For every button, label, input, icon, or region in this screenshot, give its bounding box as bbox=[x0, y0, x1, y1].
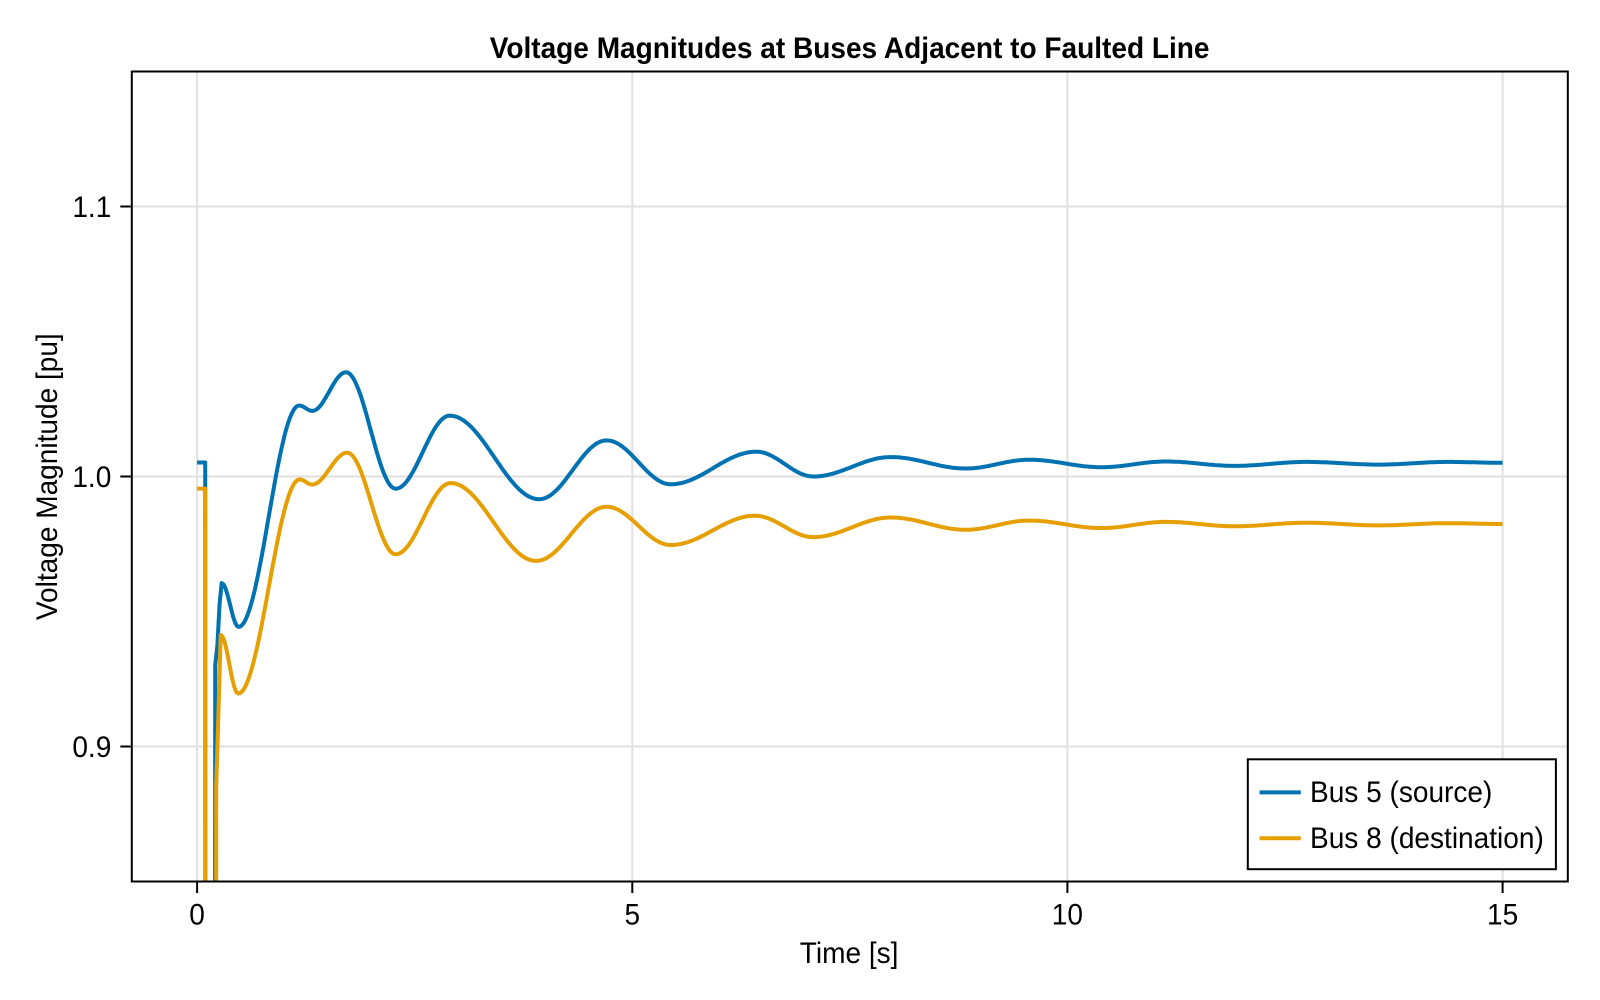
svg-text:0: 0 bbox=[189, 899, 205, 932]
svg-text:0.9: 0.9 bbox=[72, 731, 111, 764]
svg-text:10: 10 bbox=[1052, 899, 1083, 932]
svg-text:Voltage Magnitudes at Buses Ad: Voltage Magnitudes at Buses Adjacent to … bbox=[490, 32, 1210, 65]
svg-text:Bus 5 (source): Bus 5 (source) bbox=[1310, 776, 1492, 809]
svg-text:1.0: 1.0 bbox=[72, 461, 111, 494]
svg-text:Bus 8 (destination): Bus 8 (destination) bbox=[1310, 822, 1544, 855]
svg-text:Voltage Magnitude [pu]: Voltage Magnitude [pu] bbox=[31, 333, 64, 620]
svg-text:5: 5 bbox=[624, 899, 640, 932]
svg-text:1.1: 1.1 bbox=[72, 191, 111, 224]
svg-text:Time [s]: Time [s] bbox=[800, 937, 899, 970]
svg-text:15: 15 bbox=[1487, 899, 1518, 932]
